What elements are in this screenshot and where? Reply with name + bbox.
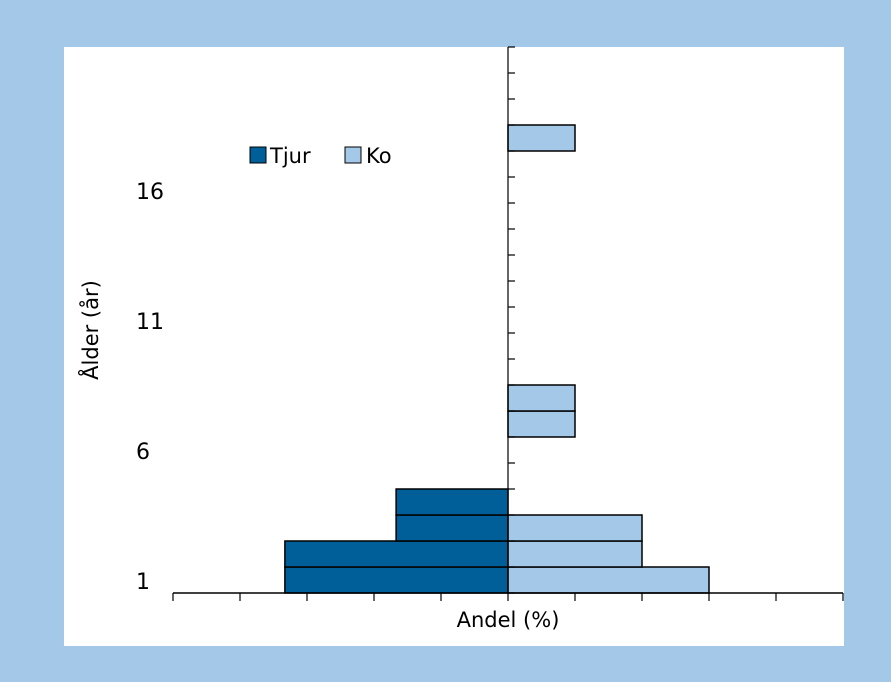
bars-group bbox=[284, 124, 710, 594]
bar-ko-age-3 bbox=[507, 514, 643, 542]
y-tick-label-16: 16 bbox=[136, 180, 164, 205]
legend-label-ko: Ko bbox=[366, 144, 392, 168]
bar-tjur-age-1 bbox=[284, 566, 509, 594]
y-tick-label-11: 11 bbox=[136, 310, 164, 335]
x-axis-label: Andel (%) bbox=[457, 608, 560, 632]
bar-ko-age-1 bbox=[507, 566, 710, 594]
bar-ko-age-8 bbox=[507, 384, 576, 412]
legend-swatch-ko bbox=[344, 146, 362, 164]
bar-ko-age-2 bbox=[507, 540, 643, 568]
y-tick-label-6: 6 bbox=[136, 440, 150, 465]
y-tick-label-1: 1 bbox=[136, 570, 150, 595]
bar-ko-age-18 bbox=[507, 124, 576, 152]
legend: Tjur Ko bbox=[249, 144, 392, 168]
y-axis-label: Ålder (år) bbox=[77, 280, 103, 380]
legend-swatch-tjur bbox=[249, 146, 267, 164]
bar-tjur-age-2 bbox=[284, 540, 509, 568]
bar-ko-age-7 bbox=[507, 410, 576, 438]
bar-tjur-age-3 bbox=[395, 514, 509, 542]
bar-tjur-age-4 bbox=[395, 488, 509, 516]
legend-label-tjur: Tjur bbox=[269, 144, 311, 168]
